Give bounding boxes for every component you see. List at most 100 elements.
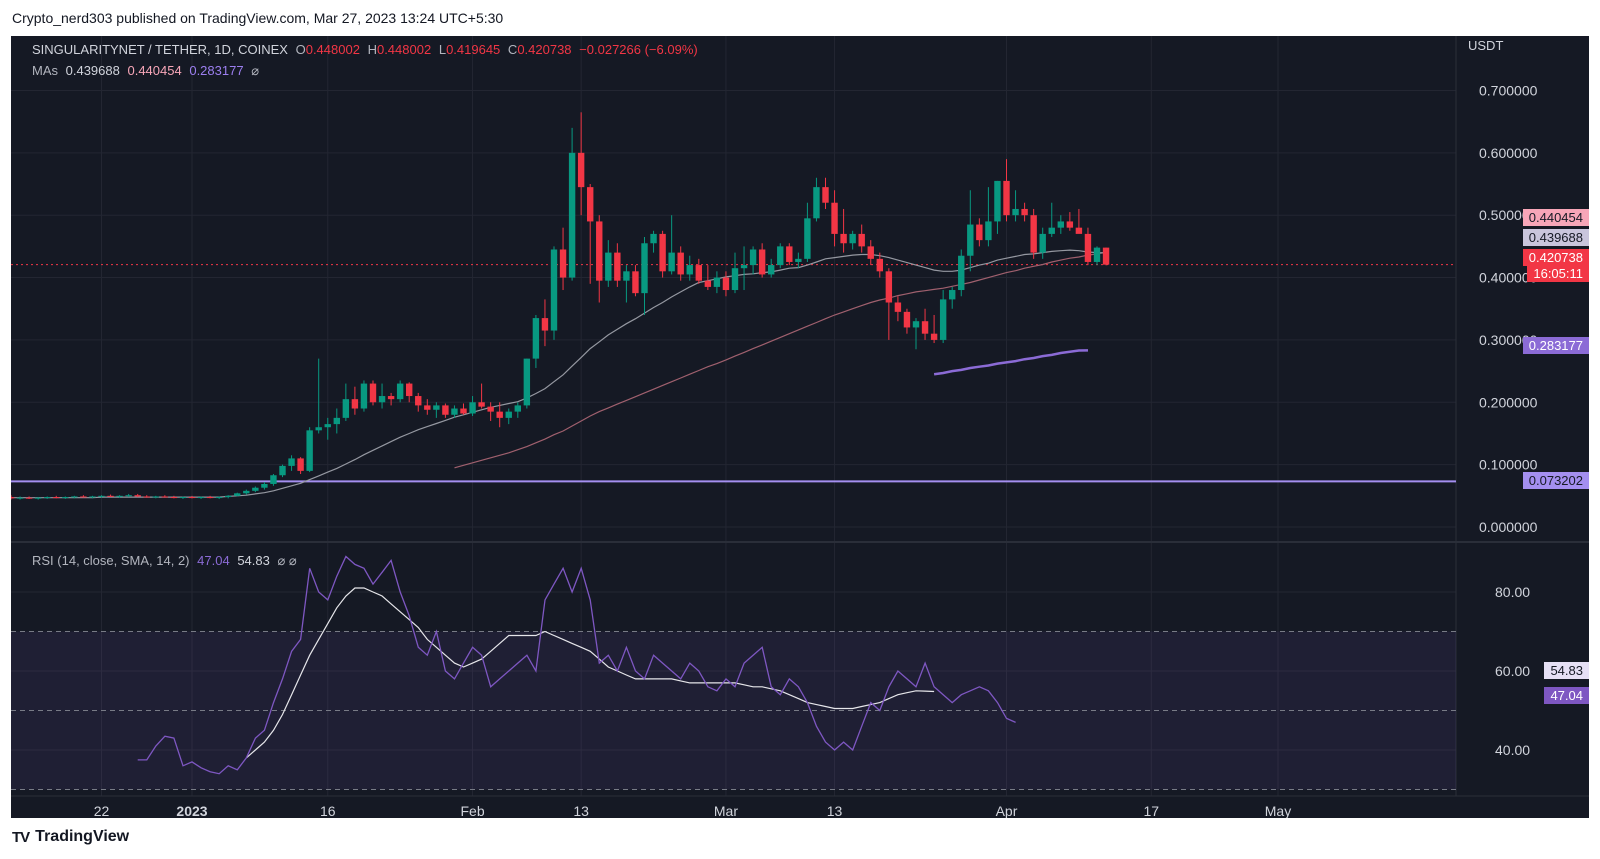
candle-body: [89, 496, 96, 498]
candle-body: [487, 406, 494, 412]
rsi-label: RSI (14, close, SMA, 14, 2): [32, 553, 190, 568]
candle-body: [614, 252, 621, 281]
candle-body: [967, 224, 974, 256]
candle-body: [985, 221, 992, 241]
candle-body: [252, 487, 259, 491]
change-value: −0.027266 (−6.09%): [579, 42, 698, 57]
candle-body: [777, 246, 784, 266]
rsi-ma-line: [245, 587, 935, 759]
candle-body: [179, 497, 187, 499]
candle-body: [1030, 215, 1037, 253]
candle-body: [270, 475, 277, 484]
candle-body: [921, 321, 929, 334]
candle-body: [197, 497, 205, 499]
ma3-value: 0.283177: [189, 63, 244, 78]
candle-body: [243, 490, 250, 494]
candle-body: [16, 497, 24, 499]
candle-body: [659, 233, 666, 272]
candle-body: [731, 268, 739, 291]
rsi-visibility-icons[interactable]: ⌀ ⌀: [277, 553, 297, 568]
open-label: O: [295, 42, 306, 57]
time-tick-label: 13: [573, 803, 589, 818]
price-tick-label: 0.000000: [1479, 519, 1538, 535]
close-label: C: [507, 42, 518, 57]
ma3-price-badge: 0.283177: [1522, 337, 1589, 354]
high-label: H: [367, 42, 377, 57]
candle-body: [107, 495, 114, 497]
candle-body: [740, 265, 748, 269]
candle-body: [1003, 180, 1010, 216]
tradingview-logo-text: TradingView: [35, 828, 130, 845]
candle-body: [34, 497, 42, 499]
tradingview-logo[interactable]: TV TradingView: [12, 828, 129, 846]
candle-body: [496, 411, 503, 418]
publisher-text: Crypto_nerd303 published on TradingView.…: [12, 10, 504, 26]
candle-body: [415, 396, 422, 406]
candle-body: [858, 233, 865, 247]
candle-body: [116, 495, 123, 497]
candle-body: [813, 187, 820, 219]
candle-body: [587, 187, 594, 222]
candle-body: [261, 483, 268, 488]
candle-body: [279, 465, 286, 476]
candle-body: [596, 221, 603, 281]
candle-body: [1102, 247, 1110, 265]
rsi-legend: RSI (14, close, SMA, 14, 2) 47.04 54.83 …: [32, 553, 301, 569]
candle-body: [1093, 247, 1101, 262]
chart-canvas[interactable]: USDT0.7000000.6000000.5000000.4000000.30…: [11, 36, 1589, 818]
candle-body: [406, 383, 413, 397]
candle-body: [333, 417, 340, 425]
candle-body: [831, 202, 838, 234]
candle-body: [876, 258, 883, 272]
ma1-price-badge: 0.439688: [1522, 229, 1589, 246]
candle-body: [930, 333, 938, 340]
candle-body: [424, 405, 431, 410]
ma-100-line: [933, 349, 1089, 376]
candle-body: [939, 299, 947, 340]
rsi-line: [137, 555, 1016, 775]
rsi-value: 47.04: [197, 553, 230, 568]
candle-body: [949, 290, 956, 300]
candle-body: [885, 271, 893, 303]
candle-body: [469, 402, 476, 414]
candle-body: [215, 497, 223, 499]
candle-body: [768, 265, 775, 275]
candle-body: [451, 408, 458, 415]
candle-body: [532, 318, 540, 359]
candle-body: [894, 302, 902, 312]
candle-body: [44, 497, 51, 499]
time-tick-label: 2023: [176, 803, 207, 818]
candle-body: [704, 280, 712, 287]
candle-body: [206, 497, 214, 499]
candle-body: [695, 265, 702, 281]
rsi-tick-label: 60.00: [1495, 663, 1530, 679]
low-value: 0.419645: [446, 42, 501, 57]
candle-body: [188, 497, 196, 499]
open-value: 0.448002: [305, 42, 360, 57]
publisher-bar: Crypto_nerd303 published on TradingView.…: [0, 0, 1600, 36]
candle-body: [786, 246, 793, 262]
candle-body: [288, 458, 295, 466]
chart-frame[interactable]: USDT 0.700000 0.600000 0.500000 0.400000 0.30…: [11, 36, 1589, 818]
time-tick-label: 16: [320, 803, 336, 818]
candle-body: [822, 187, 829, 203]
candle-body: [143, 496, 150, 498]
time-tick-label: Mar: [714, 803, 738, 818]
hide-eye-icon[interactable]: ⌀: [251, 63, 260, 78]
candle-body: [369, 383, 377, 403]
candle-body: [650, 233, 657, 244]
candle-body: [641, 243, 648, 294]
candle-body: [677, 252, 684, 275]
rsi-tick-label: 80.00: [1495, 584, 1530, 600]
rsi-badge: 47.04: [1544, 687, 1589, 704]
candle-body: [1039, 233, 1046, 253]
candle-body: [686, 265, 693, 275]
candle-body: [1048, 227, 1055, 234]
candle-body: [632, 271, 639, 294]
time-tick-label: 13: [827, 803, 843, 818]
candle-body: [795, 258, 802, 262]
time-tick-label: May: [1265, 803, 1291, 818]
candle-body: [568, 152, 576, 278]
candle-body: [1066, 221, 1074, 228]
symbol-name: SINGULARITYNET / TETHER, 1D, COINEX: [32, 42, 288, 57]
